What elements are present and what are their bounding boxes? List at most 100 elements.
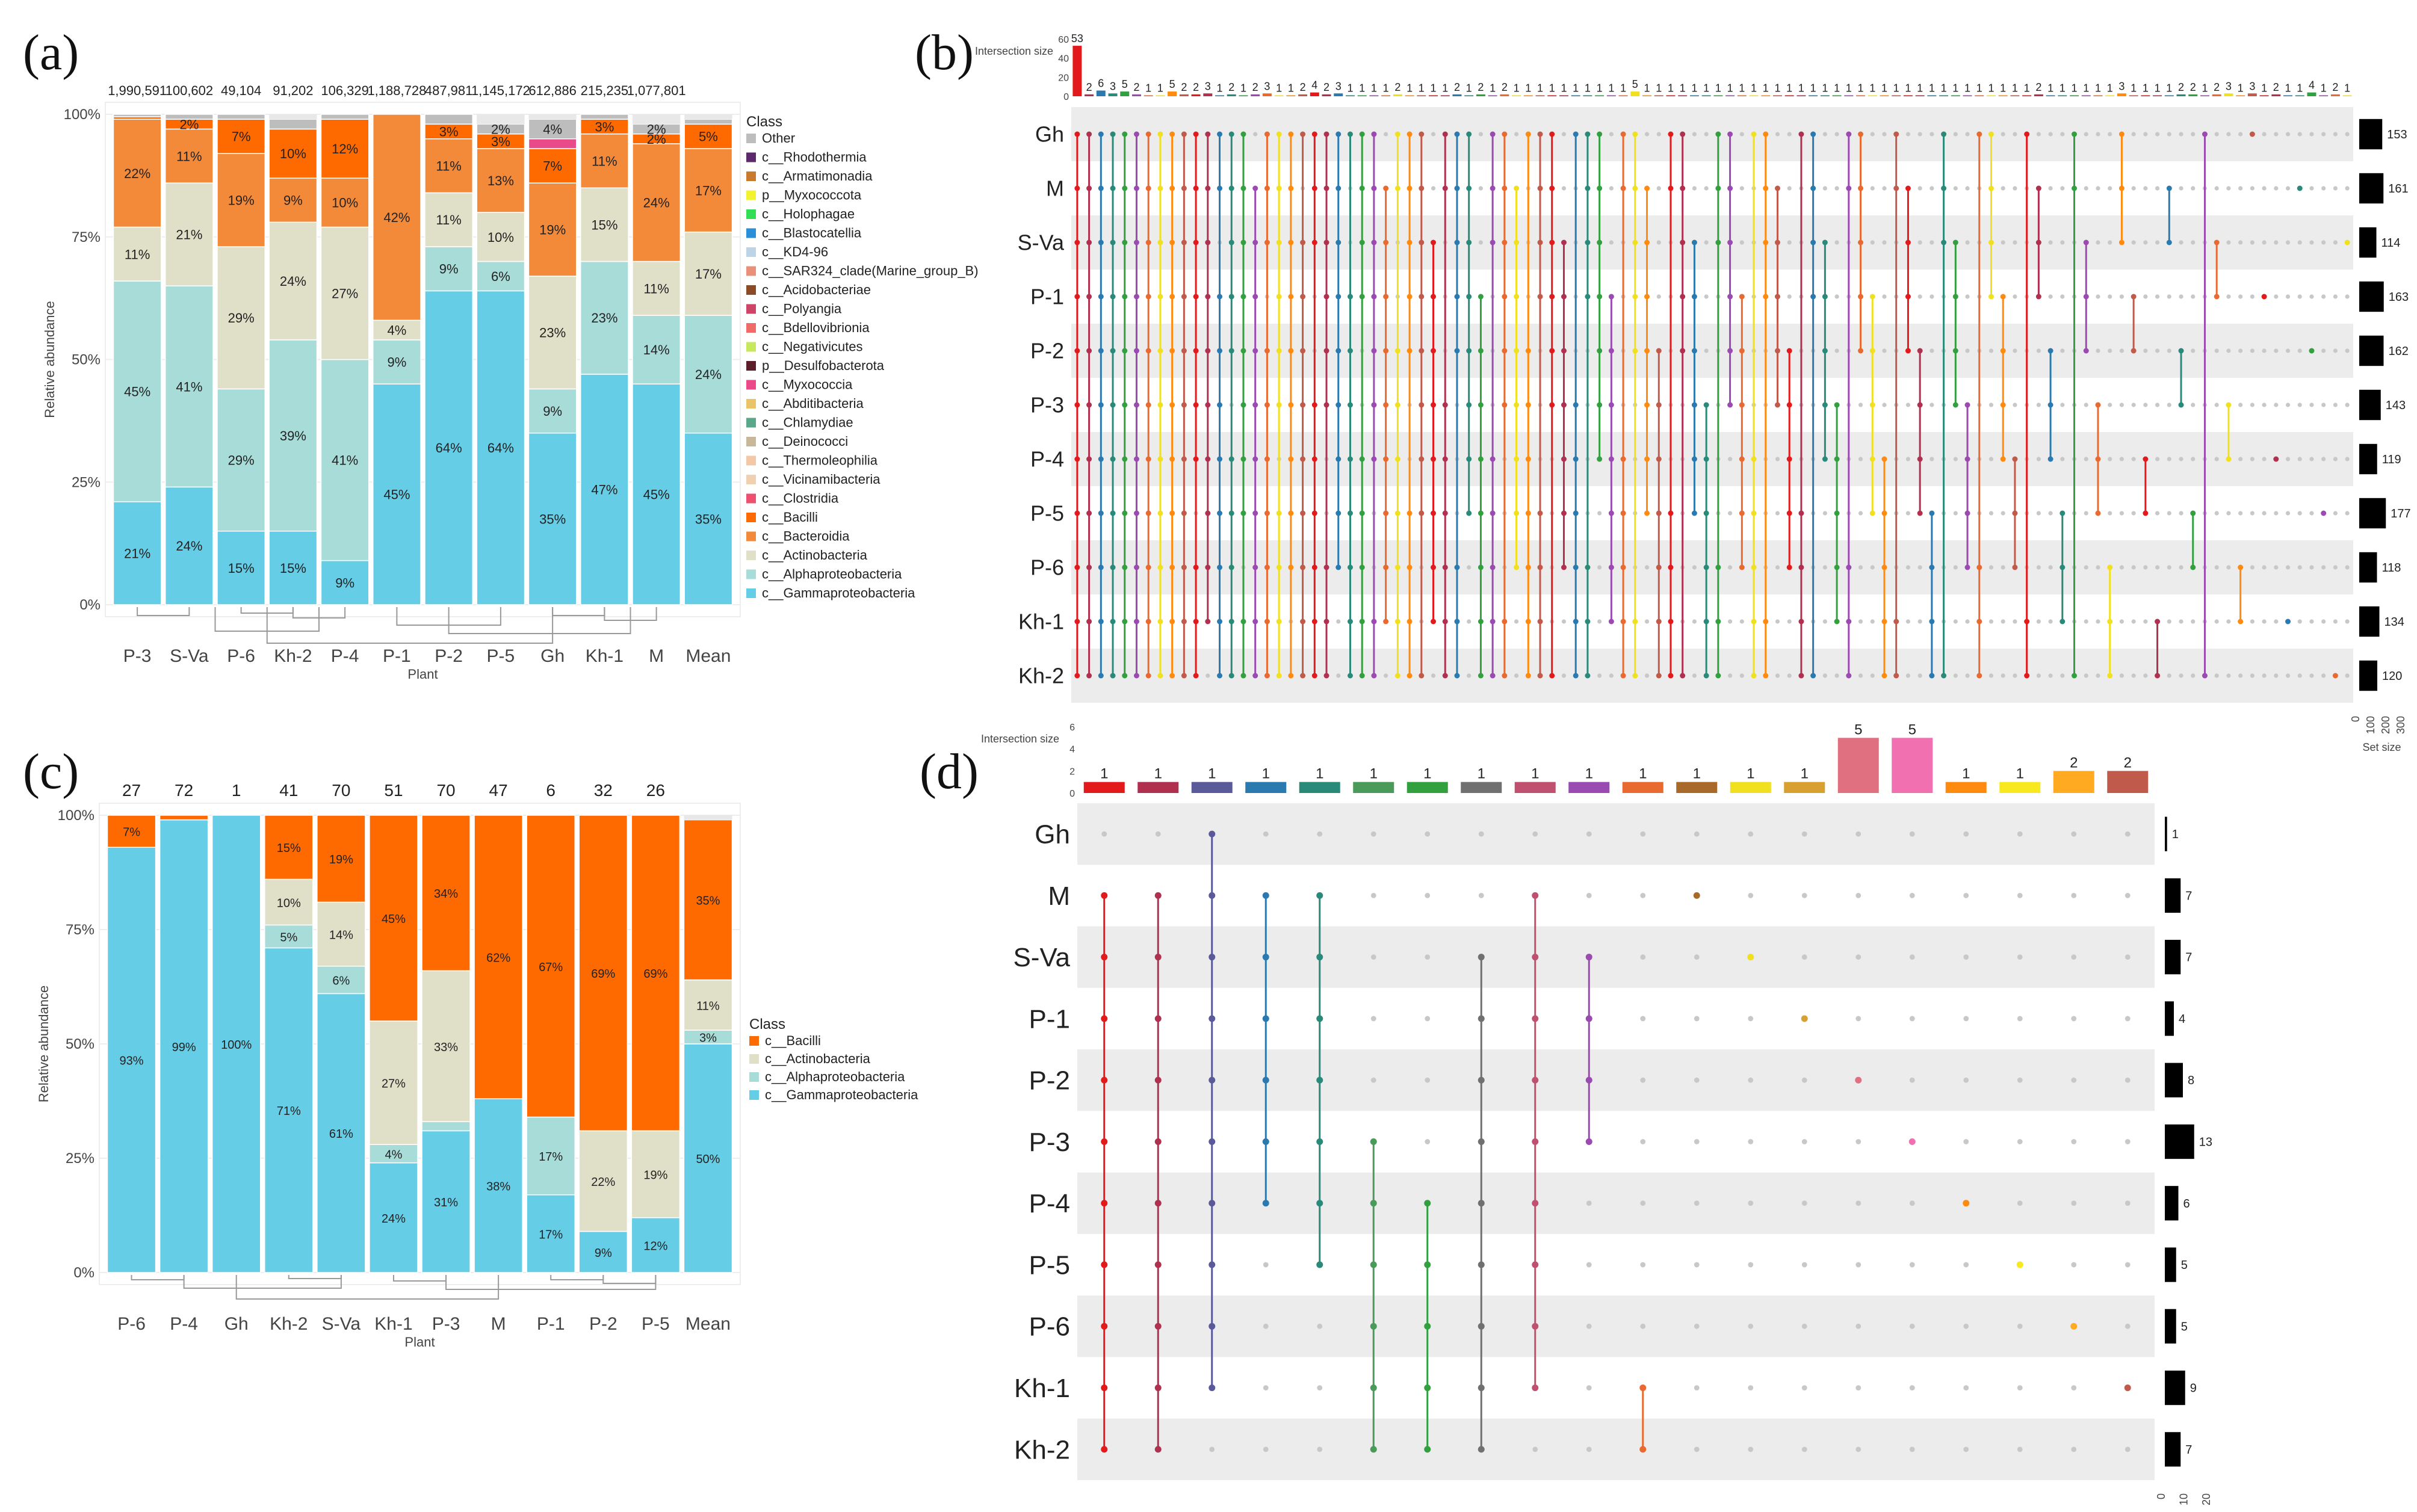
intersection-bar <box>1856 95 1866 96</box>
intersection-value: 1 <box>1656 82 1662 94</box>
matrix-dot-empty <box>2036 457 2041 461</box>
intersection-bar <box>2034 94 2043 96</box>
matrix-dot-empty <box>2125 1446 2131 1452</box>
matrix-dot-empty <box>1263 1262 1269 1268</box>
matrix-dot-empty <box>2226 294 2231 299</box>
intersection-value: 1 <box>1834 82 1840 94</box>
intersection-value: 1 <box>1157 82 1163 94</box>
intersection-bar <box>1606 95 1616 96</box>
intersection-bar <box>1429 95 1438 96</box>
matrix-dot-empty <box>1656 240 1661 245</box>
intersection-value: 2 <box>1252 81 1258 93</box>
matrix-dot-empty <box>1644 132 1650 137</box>
set-size-tick: 10 <box>2178 1493 2190 1505</box>
matrix-dot-empty <box>1694 1262 1700 1268</box>
matrix-dot-empty <box>2262 348 2267 353</box>
matrix-dot-empty <box>2321 240 2326 245</box>
intersection-bar <box>2093 95 2103 96</box>
intersection-bar <box>1476 94 1485 96</box>
matrix-dot-empty <box>1656 132 1661 137</box>
x-tick-label: Kh-2 <box>270 1314 308 1334</box>
matrix-dot-empty <box>2274 186 2279 191</box>
matrix-dot-empty <box>2108 457 2112 461</box>
matrix-dot-empty <box>2131 457 2136 461</box>
matrix-dot-empty <box>2013 132 2017 137</box>
intersection-value: 2 <box>1228 81 1234 93</box>
matrix-dot-empty <box>2285 348 2291 353</box>
matrix-dot-filled <box>2016 1261 2023 1268</box>
intersection-value: 6 <box>1098 78 1104 90</box>
intersection-value: 1 <box>1798 82 1804 94</box>
bar-segment <box>424 114 474 125</box>
set-label: P-4 <box>1029 1189 1070 1218</box>
matrix-dot-filled <box>1963 1200 1970 1207</box>
bar-segment <box>268 128 318 179</box>
segment-label: 22% <box>124 166 150 181</box>
set-size-bar <box>2165 1186 2179 1221</box>
intersection-value: 1 <box>1941 82 1947 94</box>
intersection-value: 1 <box>2143 82 2149 94</box>
intersection-bar <box>1072 46 1082 96</box>
bar-segment <box>580 114 629 120</box>
x-tick-label: Kh-2 <box>274 646 312 666</box>
set-size-value: 118 <box>2382 561 2401 575</box>
matrix-dot-empty <box>2262 457 2267 461</box>
matrix-dot-empty <box>1988 511 1994 516</box>
matrix-dot-empty <box>2017 1200 2023 1206</box>
total-count-label: 215,235 <box>581 83 629 98</box>
segment-label: 64% <box>487 440 514 455</box>
bar-segment <box>578 1130 628 1232</box>
set-size-tick: 300 <box>2395 716 2407 734</box>
intersection-bar <box>1725 95 1735 96</box>
matrix-dot-empty <box>2036 619 2041 624</box>
matrix-dot-empty <box>2155 240 2160 245</box>
intersection-value: 1 <box>1154 766 1162 782</box>
legend-label: c__Chlamydiae <box>762 415 853 430</box>
matrix-dot-empty <box>2131 186 2136 191</box>
matrix-dot-empty <box>2345 403 2350 407</box>
set-size-bar <box>2359 606 2380 637</box>
intersection-bar <box>2153 95 2162 96</box>
intersection-value: 1 <box>1585 766 1593 782</box>
intersection-bar <box>2330 94 2340 96</box>
matrix-dot-empty <box>1748 1262 1754 1268</box>
matrix-dot-empty <box>1909 1262 1915 1268</box>
bar-segment <box>217 114 266 120</box>
matrix-dot-empty <box>2226 186 2231 191</box>
intersection-bar <box>1630 91 1640 96</box>
bar-segment <box>632 383 681 605</box>
intersection-bar <box>1096 90 1106 96</box>
bar-segment <box>476 290 525 605</box>
bar-segment <box>578 815 628 1132</box>
set-label: Kh-2 <box>1014 1435 1070 1464</box>
segment-label: 3% <box>699 1032 717 1045</box>
legend-swatch <box>746 152 756 162</box>
matrix-dot-empty <box>2179 565 2183 570</box>
dendrogram-link <box>137 607 190 616</box>
bar-segment <box>526 815 576 1118</box>
intersection-value: 1 <box>1423 766 1431 782</box>
intersection-bar <box>1595 95 1605 96</box>
segment-label: 27% <box>382 1078 406 1091</box>
matrix-dot-empty <box>2036 673 2041 678</box>
dendrogram-link <box>235 1275 500 1300</box>
legend-swatch <box>746 455 756 466</box>
matrix-dot-empty <box>1748 1446 1754 1452</box>
matrix-dot-empty <box>2191 619 2196 624</box>
matrix-dot-empty <box>2345 186 2350 191</box>
intersection-tick: 2 <box>1069 767 1075 777</box>
matrix-dot-empty <box>2179 240 2183 245</box>
intersection-bar <box>1345 95 1355 96</box>
x-tick-label: S-Va <box>322 1314 361 1334</box>
matrix-dot-empty <box>2001 240 2005 245</box>
bar-segment <box>528 388 577 434</box>
segment-label: 7% <box>543 159 562 174</box>
total-count-label: 487,981 <box>425 83 473 98</box>
set-size-value: 120 <box>2382 670 2402 683</box>
intersection-bar <box>1837 738 1879 793</box>
matrix-dot-empty <box>2179 186 2183 191</box>
legend-swatch <box>746 190 756 200</box>
intersection-bar <box>1464 95 1474 96</box>
matrix-dot-empty <box>1739 186 1744 191</box>
